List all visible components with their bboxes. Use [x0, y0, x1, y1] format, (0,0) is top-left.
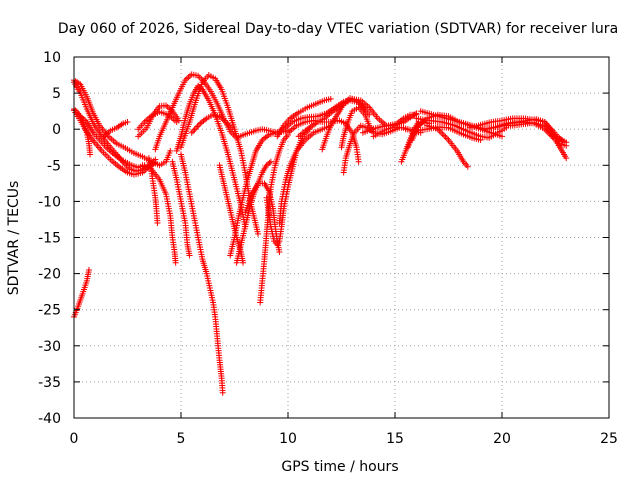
data-point: [327, 95, 334, 102]
y-tick-label: -5: [47, 158, 61, 174]
y-tick-label: -25: [38, 303, 61, 319]
series-arc13: [178, 151, 226, 396]
data-point: [186, 252, 193, 259]
data-point: [141, 162, 148, 169]
chart-title: Day 060 of 2026, Sidereal Day-to-day VTE…: [58, 21, 618, 37]
x-tick-label: 20: [493, 431, 511, 447]
y-axis-ticks: -40 -35 -30 -25 -20 -15 -10 -5 0 5 10: [38, 50, 609, 427]
data-series: [71, 71, 570, 396]
series-arc14: [169, 158, 193, 259]
data-point: [87, 151, 94, 158]
data-point: [216, 162, 223, 169]
data-point: [464, 163, 471, 170]
grid-lines: [74, 57, 609, 418]
series-arc9: [135, 108, 180, 133]
x-axis-ticks: 0 5 10 15 20 25: [70, 57, 618, 447]
data-point: [266, 159, 273, 166]
data-point: [355, 158, 362, 165]
series-arc27: [338, 104, 377, 151]
series-arc12: [173, 82, 249, 230]
series-arc5: [71, 266, 92, 320]
y-tick-label: 5: [52, 86, 61, 102]
data-point: [173, 118, 180, 125]
data-point: [426, 120, 433, 127]
series-arc19: [216, 162, 247, 266]
series-arc39: [499, 119, 570, 146]
series-arc8: [145, 155, 161, 227]
y-tick-label: -10: [38, 194, 61, 210]
series-arc41: [295, 97, 369, 140]
data-point: [267, 158, 274, 165]
series-arc40: [77, 113, 148, 171]
x-tick-label: 5: [177, 431, 186, 447]
series-arc43: [404, 118, 433, 151]
y-tick-label: 10: [43, 50, 61, 66]
series-arc29: [340, 122, 403, 176]
data-point: [366, 111, 373, 118]
data-point: [229, 126, 236, 133]
y-axis-label: SDTVAR / TECUs: [6, 181, 22, 296]
series-arc1: [71, 77, 174, 169]
y-tick-label: -15: [38, 231, 61, 247]
data-point: [167, 147, 174, 154]
data-point: [85, 266, 92, 273]
data-point: [417, 129, 424, 136]
y-tick-label: -35: [38, 375, 61, 391]
y-tick-label: 0: [52, 122, 61, 138]
series-arc10: [139, 162, 179, 266]
y-tick-label: -40: [38, 411, 61, 427]
data-point: [563, 139, 570, 146]
data-point: [172, 259, 179, 266]
data-point: [276, 248, 283, 255]
series-arc6: [100, 118, 131, 140]
data-point: [255, 230, 262, 237]
data-point: [154, 220, 161, 227]
series-arc16: [188, 111, 236, 136]
x-tick-label: 0: [70, 431, 79, 447]
data-point: [124, 118, 131, 125]
data-point: [219, 389, 226, 396]
data-point: [152, 159, 159, 166]
x-tick-label: 25: [600, 431, 618, 447]
series-arc21: [257, 131, 291, 306]
series-arc42: [370, 124, 424, 140]
data-point: [477, 137, 484, 144]
x-axis-label: GPS time / hours: [281, 459, 398, 475]
x-tick-label: 10: [279, 431, 297, 447]
series-arc23: [276, 122, 334, 227]
series-arc30: [359, 111, 420, 136]
data-point: [499, 133, 505, 140]
data-point: [563, 155, 570, 162]
y-tick-label: -30: [38, 339, 61, 355]
x-tick-label: 15: [386, 431, 404, 447]
series-arc4: [71, 107, 159, 178]
y-tick-label: -20: [38, 267, 61, 283]
data-point: [362, 105, 369, 112]
